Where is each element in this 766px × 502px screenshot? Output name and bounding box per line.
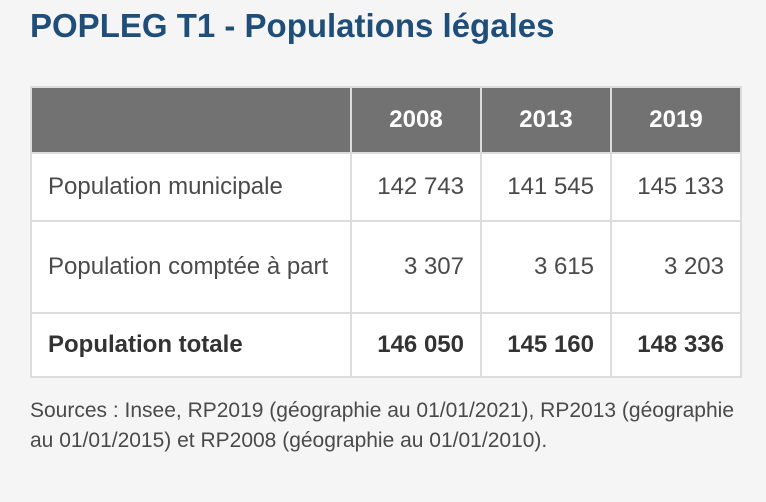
cell-value: 145 160 — [480, 312, 612, 378]
cell-value: 3 307 — [350, 220, 482, 314]
table-row-total: Population totale 146 050 145 160 148 33… — [30, 312, 742, 378]
sources-note: Sources : Insee, RP2019 (géographie au 0… — [30, 399, 734, 452]
cell-value: 146 050 — [350, 312, 482, 378]
cell-value: 142 743 — [350, 152, 482, 222]
column-header-2008: 2008 — [350, 86, 482, 154]
page-title: POPLEG T1 - Populations légales — [30, 7, 555, 44]
column-header-2019: 2019 — [610, 86, 742, 154]
column-header-2013: 2013 — [480, 86, 612, 154]
populations-table: 2008 2013 2019 Population municipale 142… — [30, 86, 742, 378]
table-row: Population comptée à part 3 307 3 615 3 … — [30, 220, 742, 314]
table-header-corner — [30, 86, 352, 154]
row-label-population-comptee-a-part: Population comptée à part — [30, 220, 352, 314]
row-label-population-municipale: Population municipale — [30, 152, 352, 222]
cell-value: 3 615 — [480, 220, 612, 314]
cell-value: 145 133 — [610, 152, 742, 222]
cell-value: 141 545 — [480, 152, 612, 222]
cell-value: 148 336 — [610, 312, 742, 378]
row-label-population-totale: Population totale — [30, 312, 352, 378]
cell-value: 3 203 — [610, 220, 742, 314]
table-row: Population municipale 142 743 141 545 14… — [30, 152, 742, 222]
table-header-row: 2008 2013 2019 — [30, 86, 742, 154]
